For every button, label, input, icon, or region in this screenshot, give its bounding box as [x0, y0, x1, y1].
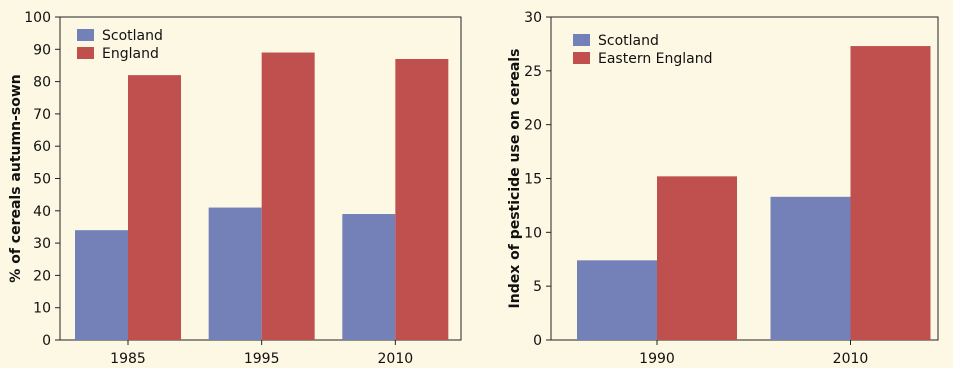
- legend-label: Scotland: [102, 28, 163, 44]
- y-tick-label: 15: [524, 172, 542, 188]
- y-tick-label: 10: [524, 225, 542, 241]
- x-tick-label: 2010: [833, 351, 869, 367]
- y-tick-label: 90: [33, 42, 51, 58]
- y-tick-label: 50: [33, 172, 51, 188]
- bar-england-2010: [395, 58, 449, 341]
- y-tick-label: 60: [33, 139, 51, 155]
- legend-swatch: [573, 52, 590, 64]
- y-axis-label: Index of pesticide use on cereals: [507, 49, 523, 309]
- y-tick-label: 100: [24, 10, 51, 26]
- y-tick-label: 30: [524, 10, 542, 26]
- x-tick-label: 1995: [244, 351, 280, 367]
- y-tick-label: 80: [33, 75, 51, 91]
- legend-swatch: [77, 47, 94, 59]
- y-tick-label: 40: [33, 204, 51, 220]
- bar-scotland-1990: [577, 260, 657, 340]
- y-tick-label: 20: [524, 118, 542, 134]
- bar-eastern-england-1990: [657, 176, 737, 340]
- x-tick-label: 2010: [378, 351, 414, 367]
- y-tick-label: 25: [524, 64, 542, 80]
- y-tick-label: 30: [33, 236, 51, 252]
- x-tick-label: 1985: [110, 351, 146, 367]
- legend-label: England: [102, 46, 159, 62]
- bar-scotland-2010: [770, 196, 851, 340]
- y-tick-label: 0: [533, 333, 542, 349]
- y-axis-label: % of cereals autumn-sown: [8, 74, 24, 282]
- y-tick-label: 0: [42, 333, 51, 349]
- legend-label: Scotland: [598, 33, 659, 49]
- bar-scotland-2010: [342, 214, 396, 340]
- y-tick-label: 10: [33, 301, 51, 317]
- y-tick-label: 5: [533, 279, 542, 295]
- legend-swatch: [77, 29, 94, 41]
- y-tick-label: 70: [33, 107, 51, 123]
- x-tick-label: 1990: [639, 351, 675, 367]
- y-tick-label: 20: [33, 268, 51, 284]
- bar-eastern-england-2010: [850, 46, 931, 340]
- bar-england-1985: [128, 75, 181, 340]
- legend-swatch: [573, 34, 590, 46]
- bar-scotland-1995: [208, 207, 262, 340]
- bar-scotland-1985: [75, 230, 128, 340]
- bar-england-1995: [261, 52, 315, 340]
- legend-label: Eastern England: [598, 51, 713, 67]
